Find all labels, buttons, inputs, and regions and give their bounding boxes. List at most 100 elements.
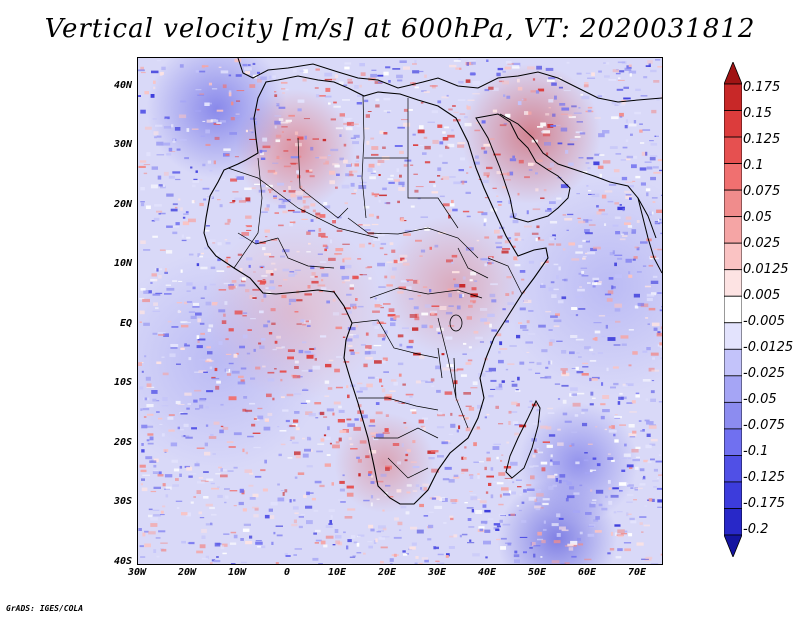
field-speckle [524,111,529,115]
field-speckle [147,442,154,445]
field-speckle [645,398,649,401]
field-speckle [598,70,602,73]
field-speckle [157,474,164,477]
field-speckle [548,287,554,292]
field-speckle [458,414,465,417]
field-speckle [562,370,566,375]
field-speckle [181,324,189,328]
field-speckle [618,482,627,486]
field-speckle [187,542,195,544]
field-speckle [359,440,367,444]
field-speckle [151,390,158,394]
field-speckle [582,256,587,258]
field-speckle [524,225,532,228]
field-speckle [617,401,621,405]
field-speckle [651,369,660,372]
field-speckle [153,302,158,306]
field-speckle [201,528,207,533]
field-speckle [224,501,227,504]
field-speckle [545,67,554,71]
field-speckle [465,79,471,83]
field-speckle [418,419,424,424]
field-speckle [325,87,331,92]
field-speckle [375,433,384,438]
field-speckle [151,273,157,277]
field-speckle [245,215,252,219]
field-speckle [379,322,387,324]
field-speckle [503,493,511,496]
field-speckle [280,121,289,124]
field-speckle [197,481,205,484]
field-speckle [209,366,213,370]
field-speckle [635,88,641,91]
field-speckle [615,72,621,75]
field-speckle [397,126,405,129]
field-speckle [196,461,199,463]
field-speckle [431,85,436,89]
field-speckle [139,464,146,468]
field-speckle [644,419,650,422]
field-speckle [384,428,389,432]
field-speckle [474,280,478,282]
field-speckle [410,205,415,208]
field-speckle [215,385,220,390]
field-speckle [628,70,637,74]
field-speckle [203,496,209,499]
field-speckle [531,542,536,546]
field-speckle [159,423,163,425]
field-speckle [347,78,353,81]
field-speckle [552,484,557,487]
field-speckle [578,107,581,109]
field-speckle [610,386,616,389]
field-speckle [339,134,342,137]
field-speckle [140,556,146,558]
field-speckle [384,275,388,279]
field-speckle [217,199,221,201]
field-speckle [359,387,368,391]
field-speckle [420,102,424,104]
field-speckle [378,525,386,529]
field-speckle [417,129,425,134]
field-speckle [573,112,582,114]
field-speckle [363,552,366,555]
field-speckle [490,467,494,471]
field-speckle [585,240,590,243]
field-speckle [626,65,632,69]
field-speckle [265,236,268,238]
field-speckle [624,530,628,533]
field-speckle [635,392,640,395]
gulf-coastline [499,113,657,239]
field-speckle [628,329,634,331]
field-speckle [352,163,355,168]
field-speckle [138,528,142,531]
field-speckle [401,184,405,188]
field-speckle [490,340,493,344]
field-speckle [388,181,395,184]
field-speckle [501,454,504,456]
field-speckle [396,74,403,79]
field-speckle [581,270,585,274]
field-speckle [140,66,144,70]
field-speckle [195,89,202,91]
field-speckle [575,314,579,317]
field-speckle [204,102,210,106]
field-speckle [339,430,347,433]
field-speckle [327,426,330,431]
field-speckle [203,471,209,473]
field-speckle [341,281,346,284]
field-speckle [260,338,266,341]
field-speckle [475,122,478,124]
field-speckle [216,270,225,272]
field-speckle [397,362,404,366]
field-speckle [466,215,471,218]
field-speckle [274,125,277,129]
field-speckle [608,429,617,433]
field-speckle [213,160,216,165]
field-speckle [281,346,285,349]
field-speckle [561,296,567,300]
field-speckle [365,455,370,459]
field-speckle [536,488,542,492]
field-speckle [430,378,435,382]
field-speckle [332,312,340,316]
field-speckle [623,97,631,100]
